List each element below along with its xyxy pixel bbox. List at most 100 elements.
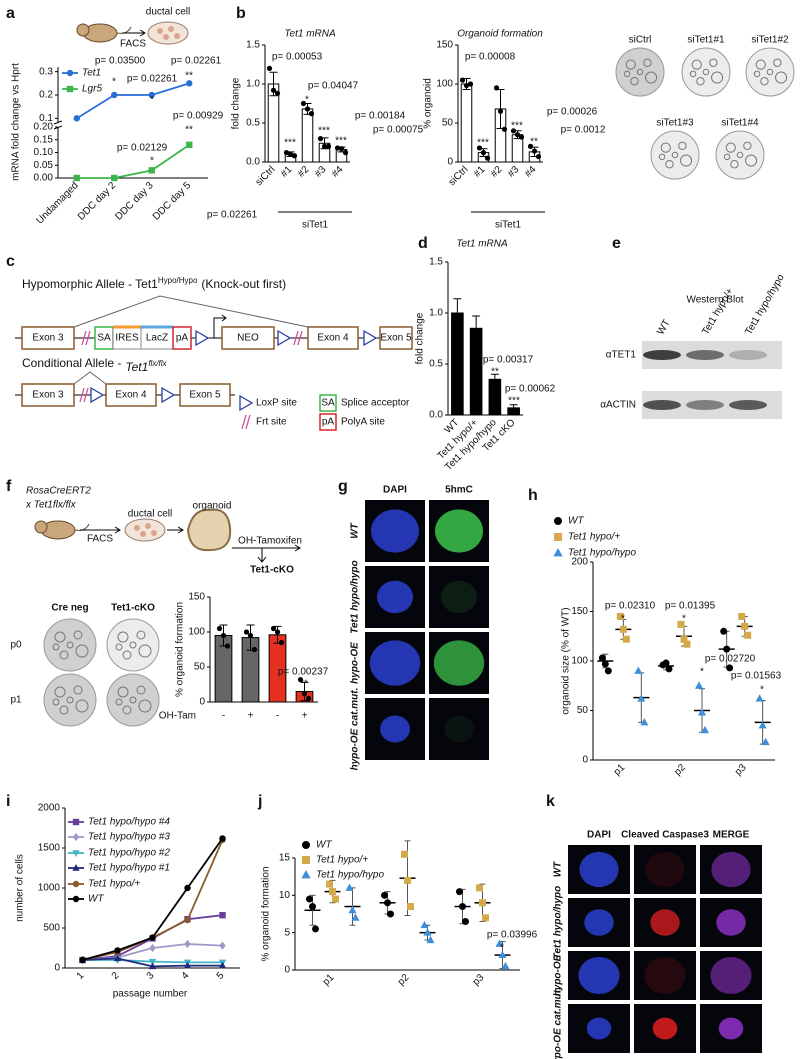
x-tick-label: p3 (733, 762, 749, 778)
blot-band (729, 350, 767, 360)
cell-stain (441, 580, 477, 614)
data-point (604, 667, 612, 675)
bar (451, 312, 464, 416)
organoid-image (106, 673, 160, 727)
organoid (115, 698, 123, 706)
bar (460, 83, 473, 163)
data-point (518, 134, 525, 140)
panel-label: f (6, 478, 12, 495)
cell-stain (718, 1017, 744, 1040)
organoid (117, 686, 129, 698)
row-label: hypo-OE (350, 642, 361, 684)
y-tick-label: 0 (447, 157, 453, 168)
data-point (148, 167, 155, 174)
y-tick-label: 0.5 (246, 118, 260, 129)
data-point (283, 150, 290, 156)
data-point (404, 876, 411, 884)
y-tick-label: 50 (577, 705, 589, 716)
cell-stain (380, 715, 410, 743)
legend-marker (72, 818, 80, 826)
data-point (761, 737, 770, 746)
annotation: p= 0.00184 (355, 111, 406, 122)
data-point (312, 925, 319, 933)
panel-label: a (6, 5, 15, 22)
y-tick-label: 1.0 (246, 79, 260, 90)
annotation: *** (335, 136, 347, 147)
polya (172, 326, 192, 350)
legend-label: Tet1 hypo/+ (568, 532, 620, 543)
schematic-label: FACS (120, 39, 146, 50)
row-label: hypo-OE cat.mut. (553, 987, 564, 1059)
schematic-label: ductal cell (146, 7, 190, 18)
organoid (117, 631, 129, 643)
panel-label: d (418, 235, 428, 252)
x-tick-label: 3 (145, 970, 157, 982)
frt-site (293, 330, 303, 346)
organoid (766, 68, 774, 76)
data-point (700, 725, 710, 734)
data-point (219, 912, 226, 919)
y-tick-label: 1.5 (246, 40, 260, 51)
column-label: 5hmC (445, 485, 473, 496)
data-point (73, 115, 80, 122)
y-tick-label: 0.10 (34, 147, 54, 158)
arrow (80, 526, 121, 534)
box-label: Exon 5 (189, 390, 221, 401)
image-label: p1 (10, 695, 22, 706)
annotation: ** (491, 367, 499, 378)
data-point (482, 914, 489, 922)
data-point (484, 155, 491, 161)
image-label: siTet1#2 (751, 35, 789, 46)
data-point (456, 888, 463, 896)
row-label: WT (553, 861, 564, 877)
x-axis-label: OH-Tam (159, 711, 196, 722)
annotation: p= 0.03996 (487, 930, 538, 941)
y-axis-label: mRNA fold change vs Hprt (11, 63, 22, 181)
legend-marker (302, 856, 310, 864)
legend-label: Tet1 hypo/hypo (568, 548, 636, 559)
data-point (459, 77, 466, 83)
box-label: SA (321, 398, 335, 409)
y-tick-label: 2000 (38, 803, 61, 814)
data-point (351, 913, 360, 921)
x-tick-label: #2 (296, 164, 312, 180)
organoid (136, 685, 146, 695)
x-tick-label: DDC day 3 (113, 180, 156, 223)
y-tick-label: 0.0 (246, 157, 260, 168)
data-point (498, 950, 507, 959)
lane-label: WT (655, 318, 672, 337)
box-label: Exon 4 (115, 390, 147, 401)
exon (179, 383, 231, 407)
annotation: *** (318, 126, 330, 137)
cell-stain (650, 909, 680, 936)
legend-label: Tet1 hypo/hypo #2 (88, 848, 170, 859)
legend-marker (72, 895, 80, 903)
legend-marker (554, 517, 562, 525)
box-label: pA (176, 333, 189, 344)
chart-title: Tet1 mRNA (284, 29, 336, 40)
box-label: Exon 5 (380, 333, 412, 344)
schematic-label: x Tet1flx/flx (25, 500, 77, 511)
x-tick-label: DDC day 2 (76, 180, 119, 223)
x-tick-label: 4 (180, 970, 192, 982)
panel-label: j (257, 793, 262, 810)
annotation: p= 0.02261 (127, 74, 178, 85)
image-label: Cre neg (51, 603, 88, 614)
organoid (73, 630, 83, 640)
loxp-site (90, 386, 105, 404)
legend-marker (302, 841, 310, 849)
micrograph (634, 951, 696, 1000)
data-point (274, 90, 281, 96)
cell-icon (157, 28, 163, 34)
organoid (760, 77, 769, 86)
data-point (601, 660, 609, 668)
data-point (247, 632, 254, 639)
y-tick-label: 0 (199, 697, 205, 708)
data-point (426, 935, 435, 944)
series-line (76, 144, 190, 179)
organoid (753, 70, 761, 78)
data-point (463, 82, 470, 89)
data-point (251, 646, 258, 653)
data-point (738, 612, 746, 620)
